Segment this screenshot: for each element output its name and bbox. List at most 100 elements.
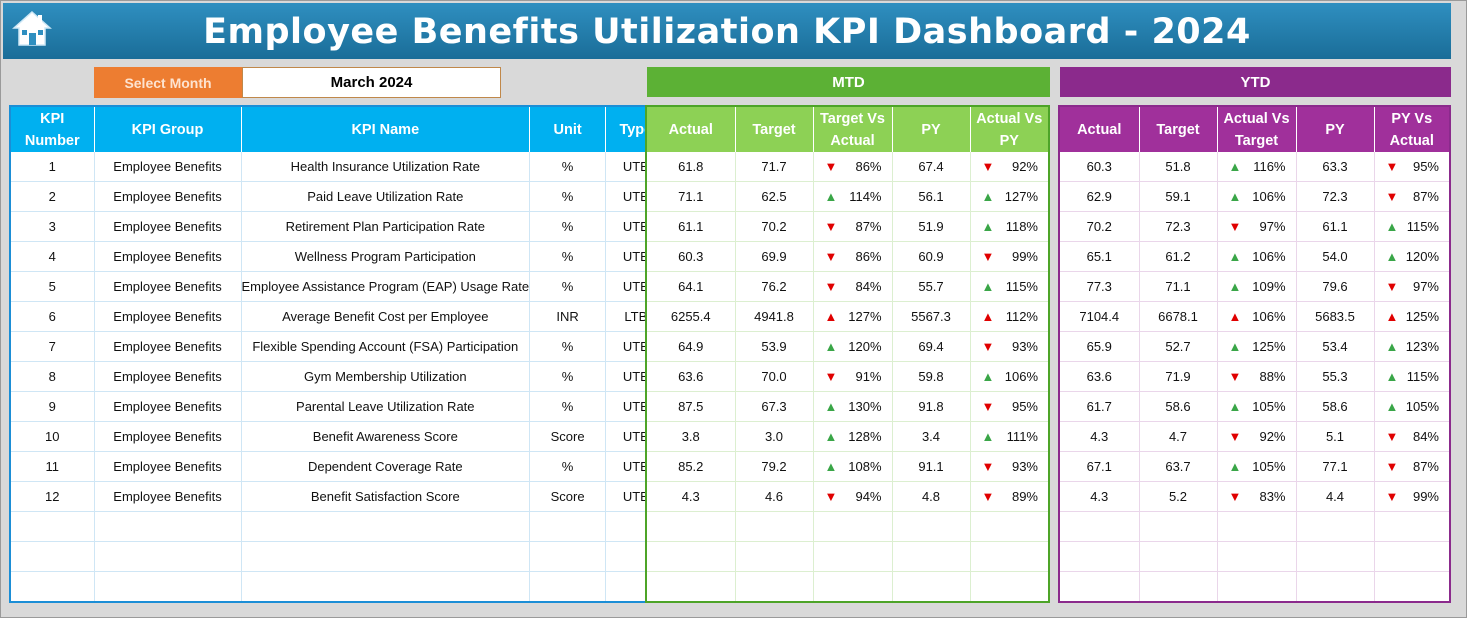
ytd-actual-vs-target-percent: 106%: [1252, 189, 1286, 204]
ytd-target: 52.7: [1139, 331, 1218, 362]
empty-row: [646, 511, 1050, 542]
kpi-name: Benefit Awareness Score: [241, 421, 531, 452]
kpi-number: 10: [10, 421, 95, 452]
kpi-number: 1: [10, 152, 95, 182]
empty-cell: [646, 511, 736, 542]
kpi-group: Employee Benefits: [94, 271, 242, 302]
ytd-py: 58.6: [1296, 391, 1375, 422]
kpi-name: Retirement Plan Participation Rate: [241, 211, 531, 242]
empty-cell: [1296, 511, 1375, 542]
ytd-target: 71.9: [1139, 361, 1218, 392]
mtd-target-vs-actual-percent: 130%: [848, 399, 882, 414]
mtd-target-vs-actual-indicator-cell: ▼ 94%: [813, 481, 893, 512]
empty-cell: [94, 571, 242, 603]
kpi-name: Health Insurance Utilization Rate: [241, 152, 531, 182]
empty-cell: [735, 541, 814, 572]
kpi-number: 3: [10, 211, 95, 242]
ytd-py: 72.3: [1296, 181, 1375, 212]
mtd-target-vs-actual-percent: 87%: [855, 219, 882, 234]
triangle-up-icon: ▲: [981, 219, 995, 234]
ytd-py: 4.4: [1296, 481, 1375, 512]
mtd-col-header: Target: [735, 106, 814, 152]
mtd-py: 69.4: [892, 331, 971, 362]
kpi-number: 8: [10, 361, 95, 392]
ytd-row: 70.2 72.3 ▼ 97% 61.1 ▲ 115%: [1059, 211, 1451, 242]
ytd-py: 5.1: [1296, 421, 1375, 452]
kpi-group: Employee Benefits: [94, 241, 242, 272]
ytd-target: 63.7: [1139, 451, 1218, 482]
triangle-up-icon: ▲: [981, 429, 995, 444]
empty-cell: [241, 571, 531, 603]
mtd-target-vs-actual-indicator-cell: ▲ 127%: [813, 301, 893, 332]
kpi-group: Employee Benefits: [94, 181, 242, 212]
triangle-up-icon: ▲: [824, 189, 838, 204]
mtd-actual-vs-py-percent: 115%: [1005, 279, 1038, 294]
ytd-py: 5683.5: [1296, 301, 1375, 332]
kpi-number: 2: [10, 181, 95, 212]
mtd-target: 70.2: [735, 211, 814, 242]
ytd-py-vs-actual-percent: 125%: [1405, 309, 1439, 324]
mtd-target-vs-actual-indicator-cell: ▼ 87%: [813, 211, 893, 242]
mtd-actual: 85.2: [646, 451, 736, 482]
ytd-py-vs-actual-percent: 120%: [1405, 249, 1439, 264]
mtd-py: 4.8: [892, 481, 971, 512]
mtd-target-vs-actual-percent: 127%: [848, 309, 882, 324]
empty-cell: [813, 511, 893, 542]
triangle-down-icon: ▼: [981, 249, 995, 264]
empty-cell: [10, 571, 95, 603]
kpi-unit: %: [529, 451, 607, 482]
ytd-py-vs-actual-indicator-cell: ▲ 125%: [1374, 301, 1451, 332]
ytd-actual-vs-target-percent: 97%: [1259, 219, 1286, 234]
mtd-py: 5567.3: [892, 301, 971, 332]
ytd-actual-vs-target-percent: 106%: [1252, 249, 1286, 264]
mtd-actual: 87.5: [646, 391, 736, 422]
triangle-down-icon: ▼: [981, 339, 995, 354]
mtd-py: 60.9: [892, 241, 971, 272]
mtd-py: 91.1: [892, 451, 971, 482]
ytd-py: 54.0: [1296, 241, 1375, 272]
kpi-row: 6 Employee Benefits Average Benefit Cost p…: [10, 301, 668, 332]
ytd-actual: 65.9: [1059, 331, 1140, 362]
mtd-row: 64.1 76.2 ▼ 84% 55.7 ▲ 115%: [646, 271, 1050, 302]
ytd-py-vs-actual-indicator-cell: ▲ 115%: [1374, 211, 1451, 242]
ytd-col-header: Target: [1139, 106, 1218, 152]
mtd-actual-vs-py-percent: 93%: [1011, 459, 1038, 474]
empty-cell: [94, 511, 242, 542]
triangle-up-icon: ▲: [1385, 369, 1399, 384]
ytd-actual-vs-target-percent: 105%: [1252, 459, 1286, 474]
kpi-group: Employee Benefits: [94, 211, 242, 242]
home-icon[interactable]: [10, 9, 54, 49]
empty-cell: [892, 541, 971, 572]
ytd-py-vs-actual-indicator-cell: ▼ 87%: [1374, 181, 1451, 212]
mtd-actual: 64.1: [646, 271, 736, 302]
ytd-actual-vs-target-indicator-cell: ▲ 125%: [1217, 331, 1297, 362]
triangle-down-icon: ▼: [824, 279, 838, 294]
ytd-actual-vs-target-indicator-cell: ▼ 83%: [1217, 481, 1297, 512]
mtd-target-vs-actual-indicator-cell: ▼ 86%: [813, 152, 893, 182]
mtd-actual-vs-py-percent: 118%: [1005, 219, 1038, 234]
mtd-target-vs-actual-percent: 108%: [848, 459, 882, 474]
triangle-up-icon: ▲: [1228, 459, 1242, 474]
mtd-actual: 61.1: [646, 211, 736, 242]
mtd-py: 56.1: [892, 181, 971, 212]
kpi-number: 5: [10, 271, 95, 302]
ytd-col-header: PY: [1296, 106, 1375, 152]
ytd-py-vs-actual-indicator-cell: ▼ 97%: [1374, 271, 1451, 302]
mtd-target: 3.0: [735, 421, 814, 452]
mtd-row: 3.8 3.0 ▲ 128% 3.4 ▲ 111%: [646, 421, 1050, 452]
mtd-target: 53.9: [735, 331, 814, 362]
ytd-actual-vs-target-percent: 106%: [1252, 309, 1286, 324]
month-select[interactable]: March 2024: [242, 67, 501, 98]
mtd-section-header: MTD: [647, 67, 1050, 97]
mtd-target-vs-actual-percent: 94%: [855, 489, 882, 504]
ytd-target: 51.8: [1139, 152, 1218, 182]
empty-cell: [1139, 571, 1218, 603]
kpi-unit: Score: [529, 421, 607, 452]
kpi-row: 3 Employee Benefits Retirement Plan Partic…: [10, 211, 668, 242]
ytd-actual: 65.1: [1059, 241, 1140, 272]
triangle-down-icon: ▼: [1228, 489, 1242, 504]
ytd-row: 63.6 71.9 ▼ 88% 55.3 ▲ 115%: [1059, 361, 1451, 392]
kpi-group: Employee Benefits: [94, 331, 242, 362]
triangle-up-icon: ▲: [1228, 309, 1242, 324]
mtd-target-vs-actual-indicator-cell: ▲ 128%: [813, 421, 893, 452]
